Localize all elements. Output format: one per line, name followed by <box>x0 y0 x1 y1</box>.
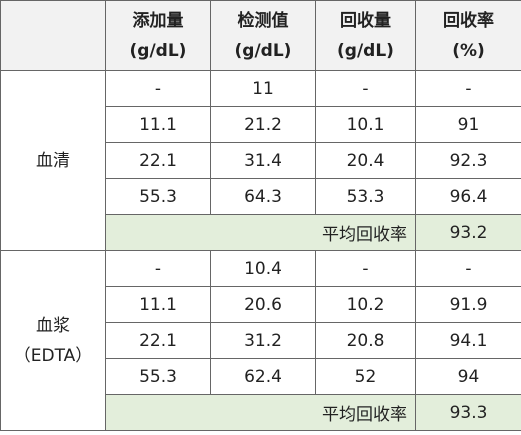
data-row: 55.3 62.4 52 94 <box>1 358 521 395</box>
header-row: 添加量 (g/dL) 检测值 (g/dL) 回收量 (g/dL) 回收率 (%) <box>0 0 521 71</box>
cell: 52 <box>315 358 416 395</box>
cell: 62.4 <box>210 358 316 395</box>
average-value: 93.3 <box>415 394 521 431</box>
cell: 31.2 <box>210 322 316 359</box>
header-cell: 检测值 (g/dL) <box>210 0 316 71</box>
cell: 10.2 <box>315 286 416 323</box>
header-corner <box>0 0 106 71</box>
cell: 91 <box>415 106 521 143</box>
cell: 94 <box>415 358 521 395</box>
header-title: 检测值 <box>237 10 289 31</box>
data-row: 22.1 31.4 20.4 92.3 <box>1 142 521 179</box>
header-cell: 添加量 (g/dL) <box>105 0 211 71</box>
cell: 94.1 <box>415 322 521 359</box>
cell: 20.6 <box>210 286 316 323</box>
cell: - <box>415 250 521 287</box>
cell: 11 <box>210 70 316 107</box>
cell: 96.4 <box>415 178 521 215</box>
cell: - <box>315 250 416 287</box>
group-label: 血浆 （EDTA） <box>0 250 106 431</box>
header-unit: (%) <box>452 40 485 61</box>
header-unit: (g/dL) <box>337 40 394 61</box>
cell: 55.3 <box>105 178 211 215</box>
average-row: 平均回收率 93.2 <box>1 214 521 251</box>
cell: - <box>105 70 211 107</box>
group-label: 血清 <box>0 70 106 251</box>
cell: - <box>105 250 211 287</box>
header-unit: (g/dL) <box>129 40 187 61</box>
cell: 31.4 <box>210 142 316 179</box>
header-title: 添加量 <box>132 10 184 31</box>
cell: 53.3 <box>315 178 416 215</box>
cell: 10.1 <box>315 106 416 143</box>
cell: 91.9 <box>415 286 521 323</box>
data-row: 血浆 （EDTA） -10.4- - <box>0 250 521 431</box>
group-label-line: 血浆 <box>36 315 70 336</box>
average-label: 平均回收率 <box>105 394 416 431</box>
cell: - <box>415 70 521 107</box>
header-cell: 回收率 (%) <box>415 0 521 71</box>
table-body: 血清 -11- -11.1 21.2 10.1 91 22.1 31.4 20.4 92.3 55.… <box>0 70 521 431</box>
header-title: 回收量 <box>340 10 391 31</box>
cell: 22.1 <box>105 142 211 179</box>
data-row: 22.1 31.2 20.8 94.1 <box>1 322 521 359</box>
cell: 21.2 <box>210 106 316 143</box>
header-unit: (g/dL) <box>234 40 292 61</box>
cell: 11.1 <box>105 286 211 323</box>
cell: 10.4 <box>210 250 316 287</box>
cell: 92.3 <box>415 142 521 179</box>
header-cell: 回收量 (g/dL) <box>315 0 416 71</box>
cell: 20.4 <box>315 142 416 179</box>
cell: 11.1 <box>105 106 211 143</box>
cell: - <box>315 70 416 107</box>
group-label-line: 血清 <box>36 150 70 171</box>
data-row: 血清 -11- - <box>0 70 521 251</box>
cell: 20.8 <box>315 322 416 359</box>
data-row: 11.1 21.2 10.1 91 <box>1 106 521 143</box>
cell: 22.1 <box>105 322 211 359</box>
header-title: 回收率 <box>443 10 494 31</box>
data-row: 55.3 64.3 53.3 96.4 <box>1 178 521 215</box>
cell: 55.3 <box>105 358 211 395</box>
average-value: 93.2 <box>415 214 521 251</box>
average-row: 平均回收率 93.3 <box>1 394 521 431</box>
data-row: 11.1 20.6 10.2 91.9 <box>1 286 521 323</box>
group-label-line: （EDTA） <box>13 345 93 366</box>
average-label: 平均回收率 <box>105 214 416 251</box>
cell: 64.3 <box>210 178 316 215</box>
